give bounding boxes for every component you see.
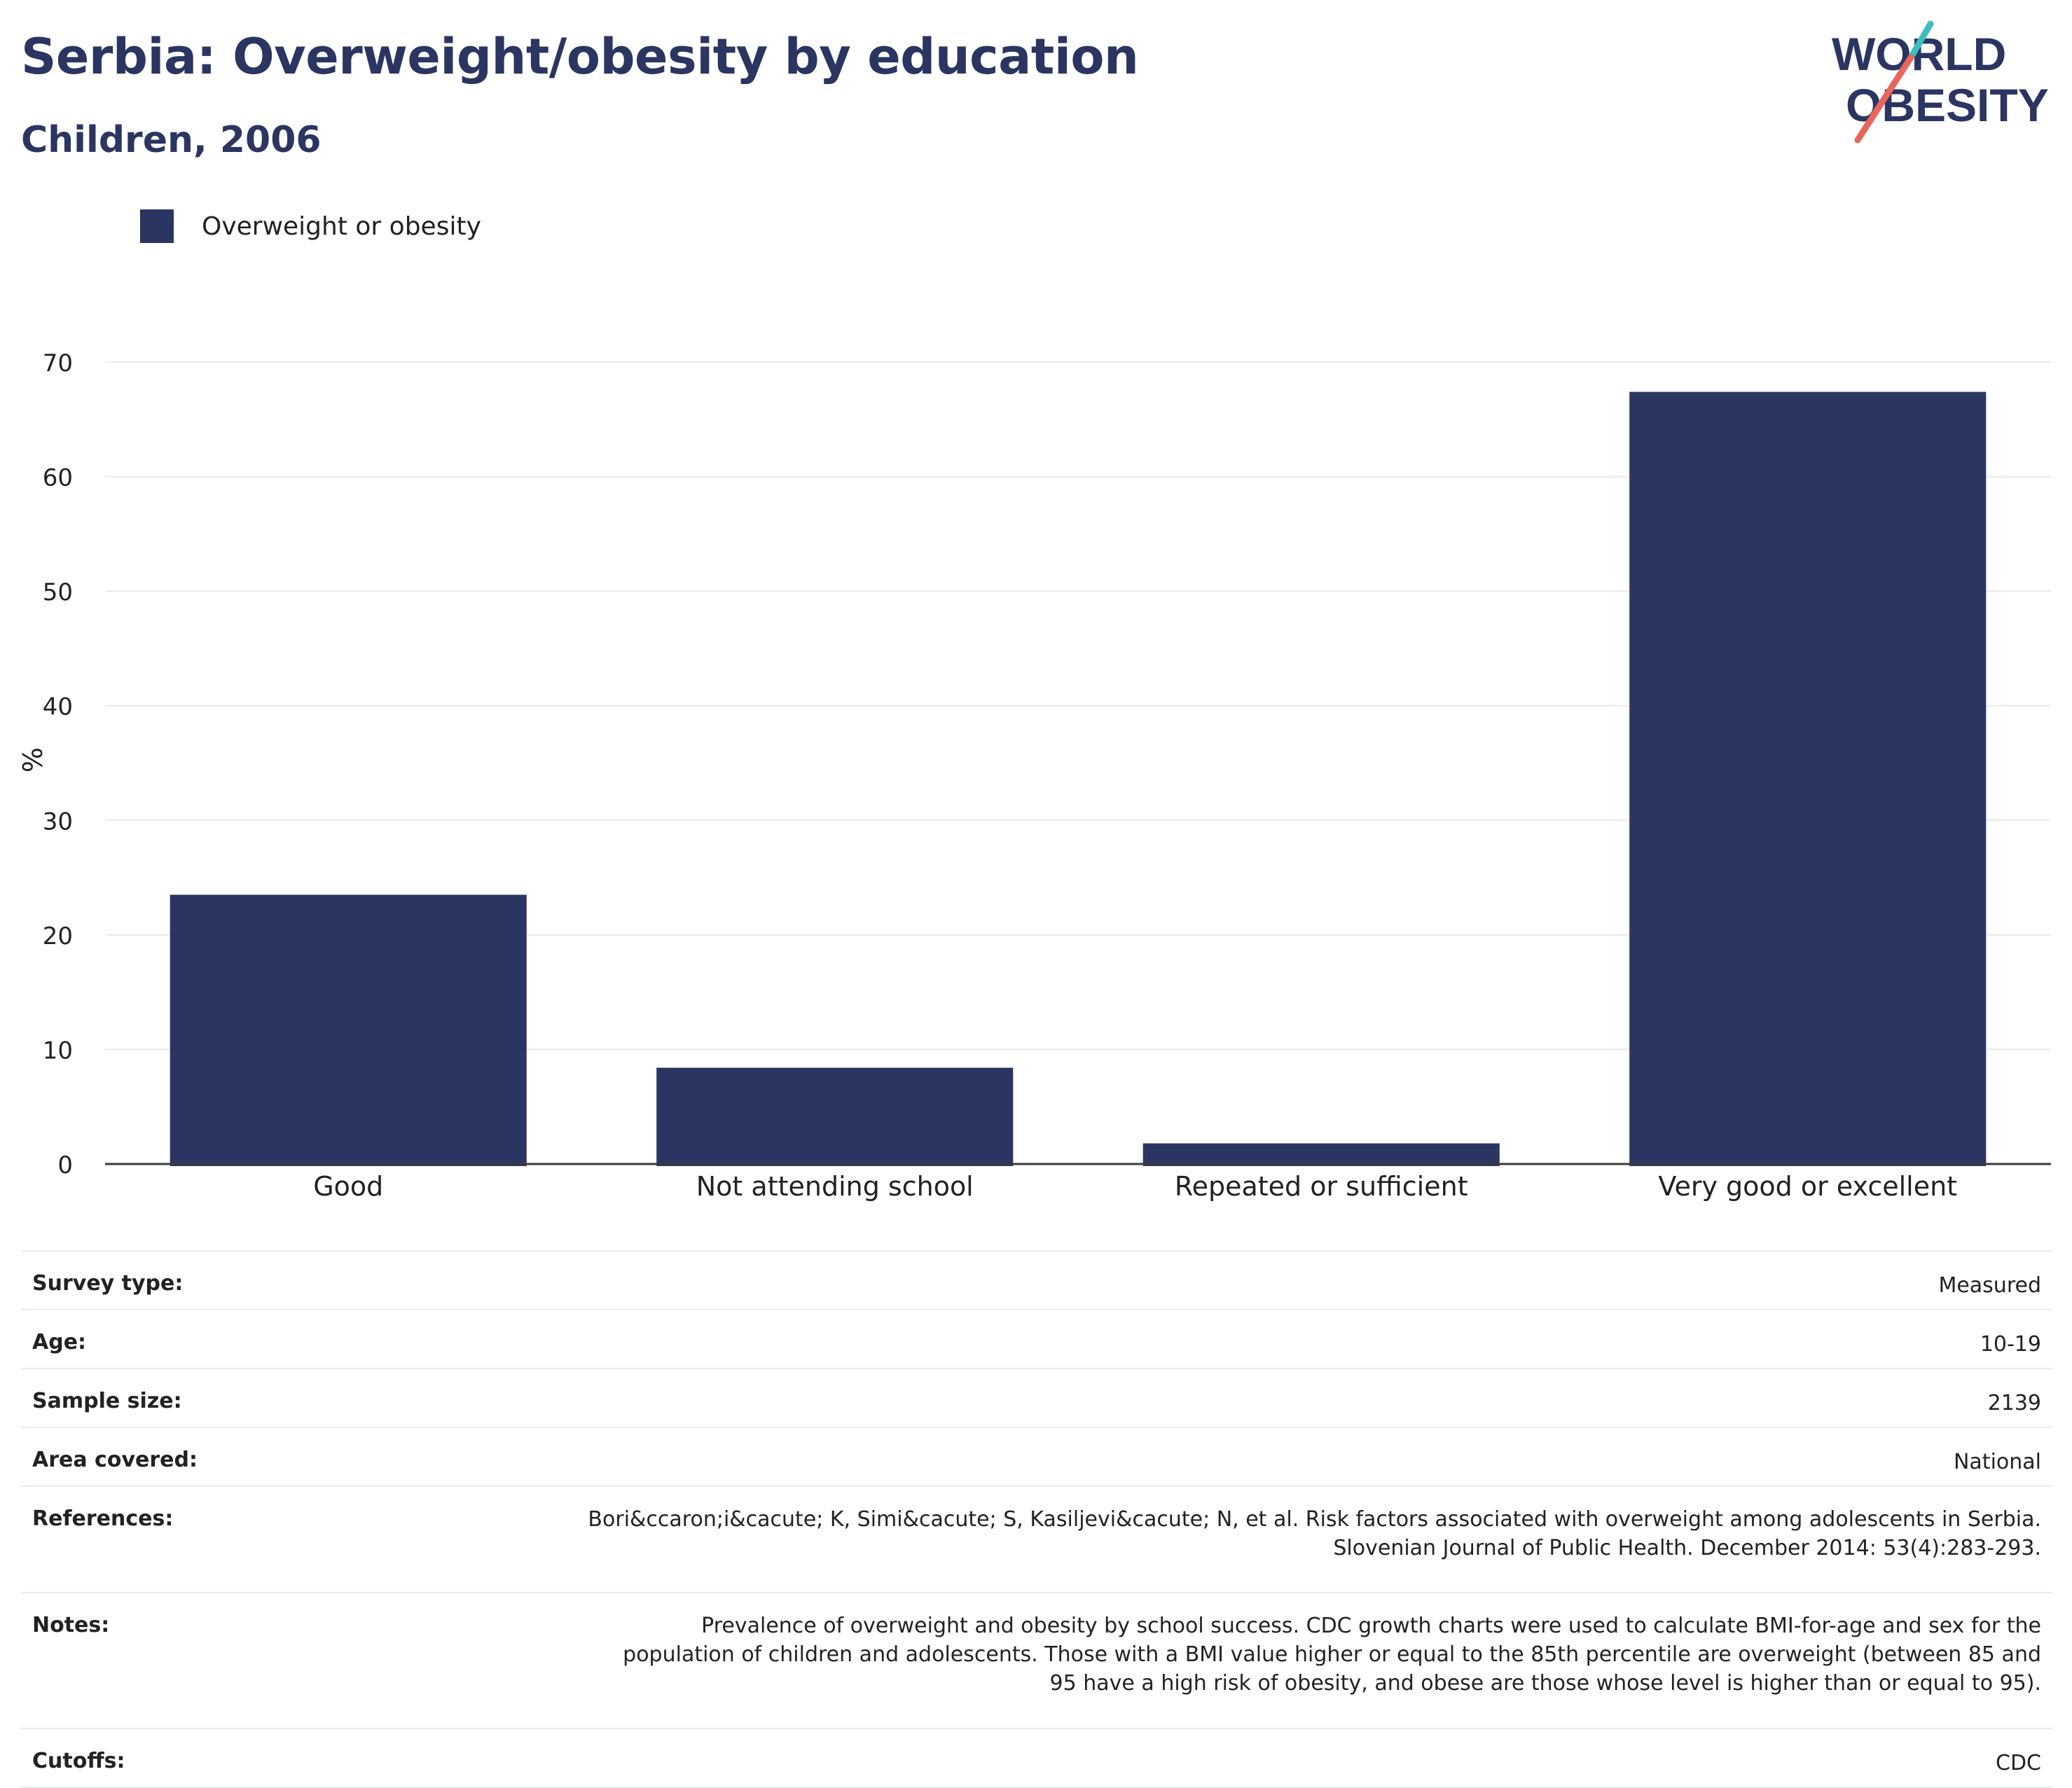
chart-subtitle: Children, 2006 <box>21 119 322 161</box>
x-tick-label: Good <box>313 1171 383 1202</box>
info-value: 10-19 <box>1980 1332 2041 1357</box>
y-tick-label: 60 <box>43 464 73 492</box>
notes-line: Prevalence of overweight and obesity by … <box>701 1614 2041 1638</box>
survey-info-table: Survey type: Measured Age: 10-19 Sample … <box>21 1250 2052 1788</box>
y-axis-title: % <box>18 747 48 772</box>
info-key: Notes: <box>32 1613 110 1637</box>
world-obesity-logo: WORLD OBESITY <box>1832 21 2049 144</box>
info-value: National <box>1953 1450 2041 1474</box>
info-value: 2139 <box>1987 1391 2041 1415</box>
notes-line: 95 have a high risk of obesity, and obes… <box>1049 1671 2041 1696</box>
info-value: CDC <box>1996 1751 2041 1775</box>
info-row-survey-type: Survey type: Measured <box>21 1250 2052 1310</box>
notes-line: population of children and adolescents. … <box>623 1642 2041 1667</box>
bar <box>170 894 527 1166</box>
info-key: Sample size: <box>32 1389 182 1413</box>
chart-title: Serbia: Overweight/obesity by education <box>21 28 1139 85</box>
bar-chart: 0 10 20 30 40 50 60 70% Good Not attending school… <box>18 349 2051 1202</box>
x-tick-label: Very good or excellent <box>1658 1171 1957 1202</box>
y-tick-label: 30 <box>43 808 73 836</box>
y-tick-label: 10 <box>43 1037 73 1065</box>
info-key: References: <box>32 1506 174 1531</box>
legend-label: Overweight or obesity <box>202 212 481 241</box>
logo-slash-teal <box>1907 21 1934 61</box>
info-row-age: Age: 10-19 <box>21 1309 2052 1368</box>
bar <box>1142 1143 1500 1166</box>
logo-line1: WORLD <box>1832 28 2006 80</box>
x-tick-label: Not attending school <box>696 1171 974 1202</box>
info-key: Cutoffs: <box>32 1749 125 1773</box>
y-tick-label: 70 <box>43 349 73 377</box>
y-tick-label: 0 <box>57 1151 73 1179</box>
y-tick-label: 20 <box>43 922 73 950</box>
chart-legend[interactable]: Overweight or obesity <box>140 209 481 244</box>
reference-line: Bori&ccaron;i&cacute; K, Simi&cacute; S,… <box>588 1507 2041 1532</box>
info-value: Measured <box>1938 1273 2041 1298</box>
legend-swatch <box>140 209 174 243</box>
bar <box>656 1067 1014 1166</box>
info-row-cutoffs: Cutoffs: CDC <box>21 1728 2052 1788</box>
logo-slash-coral <box>1854 54 1914 144</box>
y-tick-label: 40 <box>43 693 73 721</box>
info-key: Area covered: <box>32 1448 198 1472</box>
info-row-references: References: Bori&ccaron;i&cacute; K, Sim… <box>21 1485 2052 1593</box>
info-row-sample-size: Sample size: 2139 <box>21 1368 2052 1427</box>
bar <box>1629 391 1987 1166</box>
info-key: Survey type: <box>32 1271 184 1296</box>
reference-line: Slovenian Journal of Public Health. Dece… <box>1333 1536 2041 1560</box>
info-row-notes: Notes: Prevalence of overweight and obes… <box>21 1592 2052 1728</box>
info-key: Age: <box>32 1330 87 1354</box>
y-tick-label: 50 <box>43 578 73 607</box>
info-row-area-covered: Area covered: National <box>21 1427 2052 1486</box>
x-tick-label: Repeated or sufficient <box>1175 1171 1468 1202</box>
